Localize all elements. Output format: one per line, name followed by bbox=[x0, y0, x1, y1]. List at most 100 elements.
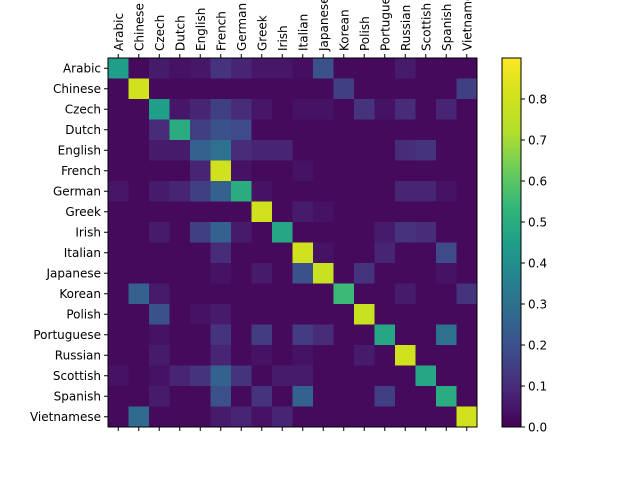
heatmap-cell bbox=[108, 160, 129, 182]
heatmap-cell bbox=[395, 386, 416, 407]
heatmap-cell bbox=[210, 78, 232, 100]
heatmap-cell bbox=[190, 78, 211, 100]
heatmap-cell bbox=[374, 58, 396, 79]
y-tick-label: Italian bbox=[64, 246, 101, 260]
heatmap-cell bbox=[272, 222, 293, 243]
heatmap-cell bbox=[354, 283, 375, 305]
heatmap-cell bbox=[333, 140, 355, 161]
heatmap-cell bbox=[395, 283, 416, 305]
heatmap-cell bbox=[169, 242, 191, 264]
heatmap-cell bbox=[415, 406, 437, 428]
heatmap-cell bbox=[210, 304, 232, 325]
heatmap-cell bbox=[231, 345, 252, 366]
y-tick-label: Greek bbox=[65, 205, 101, 219]
heatmap-cell bbox=[313, 324, 334, 346]
heatmap-cell bbox=[374, 242, 396, 264]
heatmap-cell bbox=[354, 242, 375, 264]
heatmap-cell bbox=[333, 304, 355, 325]
heatmap-cell bbox=[354, 78, 375, 100]
heatmap-cell bbox=[128, 160, 150, 182]
heatmap-cell bbox=[149, 263, 170, 284]
heatmap-cell bbox=[374, 345, 396, 366]
heatmap-cell bbox=[272, 201, 293, 223]
heatmap-cell bbox=[333, 181, 355, 202]
heatmap-cell bbox=[415, 119, 437, 141]
heatmap-cell bbox=[149, 181, 170, 202]
heatmap-cell bbox=[190, 58, 211, 79]
x-tick-label: Russian bbox=[399, 5, 413, 51]
heatmap-cell bbox=[456, 406, 478, 428]
heatmap-cell bbox=[128, 58, 150, 79]
heatmap-cell bbox=[251, 345, 273, 366]
heatmap-cell bbox=[128, 324, 150, 346]
heatmap-cell bbox=[415, 365, 437, 387]
colorbar-gradient bbox=[502, 58, 521, 427]
heatmap-cell bbox=[149, 140, 170, 161]
heatmap-cell bbox=[292, 99, 314, 120]
heatmap-cell bbox=[395, 160, 416, 182]
heatmap-cell bbox=[333, 365, 355, 387]
heatmap-cell bbox=[456, 304, 478, 325]
heatmap-cell bbox=[456, 181, 478, 202]
heatmap-cell bbox=[272, 345, 293, 366]
heatmap-cell bbox=[456, 263, 478, 284]
x-tick-label: German bbox=[235, 3, 249, 51]
y-tick-label: Japanese bbox=[46, 267, 102, 281]
heatmap-cell bbox=[128, 222, 150, 243]
heatmap-cell bbox=[190, 181, 211, 202]
heatmap-cell bbox=[354, 160, 375, 182]
heatmap-cell bbox=[374, 406, 396, 428]
x-tick-label: Japanese bbox=[317, 0, 331, 52]
heatmap-cell bbox=[231, 78, 252, 100]
heatmap-cell bbox=[128, 345, 150, 366]
heatmap-cell bbox=[272, 365, 293, 387]
colorbar-tick-label: 0.8 bbox=[528, 92, 547, 106]
heatmap-cell bbox=[292, 345, 314, 366]
colorbar-tick-label: 0.2 bbox=[528, 338, 547, 352]
heatmap-cell bbox=[333, 201, 355, 223]
heatmap-cell bbox=[190, 345, 211, 366]
heatmap-cell bbox=[251, 222, 273, 243]
heatmap-cell bbox=[149, 304, 170, 325]
heatmap-cell bbox=[354, 140, 375, 161]
heatmap-cell bbox=[333, 119, 355, 141]
heatmap-cell bbox=[374, 99, 396, 120]
heatmap-cell bbox=[395, 78, 416, 100]
heatmap-cell bbox=[456, 365, 478, 387]
heatmap-cell bbox=[149, 58, 170, 79]
colorbar-tick-label: 0.7 bbox=[528, 133, 547, 147]
x-tick-label: Irish bbox=[276, 25, 290, 51]
x-tick-label: Arabic bbox=[112, 13, 126, 51]
y-tick-label: Czech bbox=[65, 103, 101, 117]
heatmap-cell bbox=[292, 263, 314, 284]
heatmap-cell bbox=[292, 160, 314, 182]
heatmap-cell bbox=[231, 304, 252, 325]
heatmap-cell bbox=[436, 222, 457, 243]
heatmap-cell bbox=[231, 99, 252, 120]
colorbar-tick-label: 0.1 bbox=[528, 379, 547, 393]
heatmap-cell bbox=[354, 119, 375, 141]
heatmap-cell bbox=[108, 242, 129, 264]
heatmap-cell bbox=[272, 324, 293, 346]
heatmap-cell bbox=[313, 99, 334, 120]
heatmap-cell bbox=[292, 119, 314, 141]
heatmap-cell bbox=[313, 283, 334, 305]
heatmap-cell bbox=[456, 99, 478, 120]
heatmap-cell bbox=[313, 160, 334, 182]
heatmap-cell bbox=[231, 222, 252, 243]
heatmap-cell bbox=[313, 201, 334, 223]
heatmap-cell bbox=[108, 140, 129, 161]
heatmap-cell bbox=[231, 242, 252, 264]
heatmap-cell bbox=[374, 324, 396, 346]
heatmap-cell bbox=[231, 140, 252, 161]
heatmap-cell bbox=[149, 242, 170, 264]
heatmap-cell bbox=[292, 386, 314, 407]
heatmap-cell bbox=[333, 345, 355, 366]
heatmap-cell bbox=[415, 283, 437, 305]
heatmap-cell bbox=[272, 119, 293, 141]
heatmap-cell bbox=[210, 160, 232, 182]
heatmap-cell bbox=[231, 119, 252, 141]
y-tick-label: French bbox=[61, 164, 101, 178]
heatmap-cell bbox=[210, 386, 232, 407]
